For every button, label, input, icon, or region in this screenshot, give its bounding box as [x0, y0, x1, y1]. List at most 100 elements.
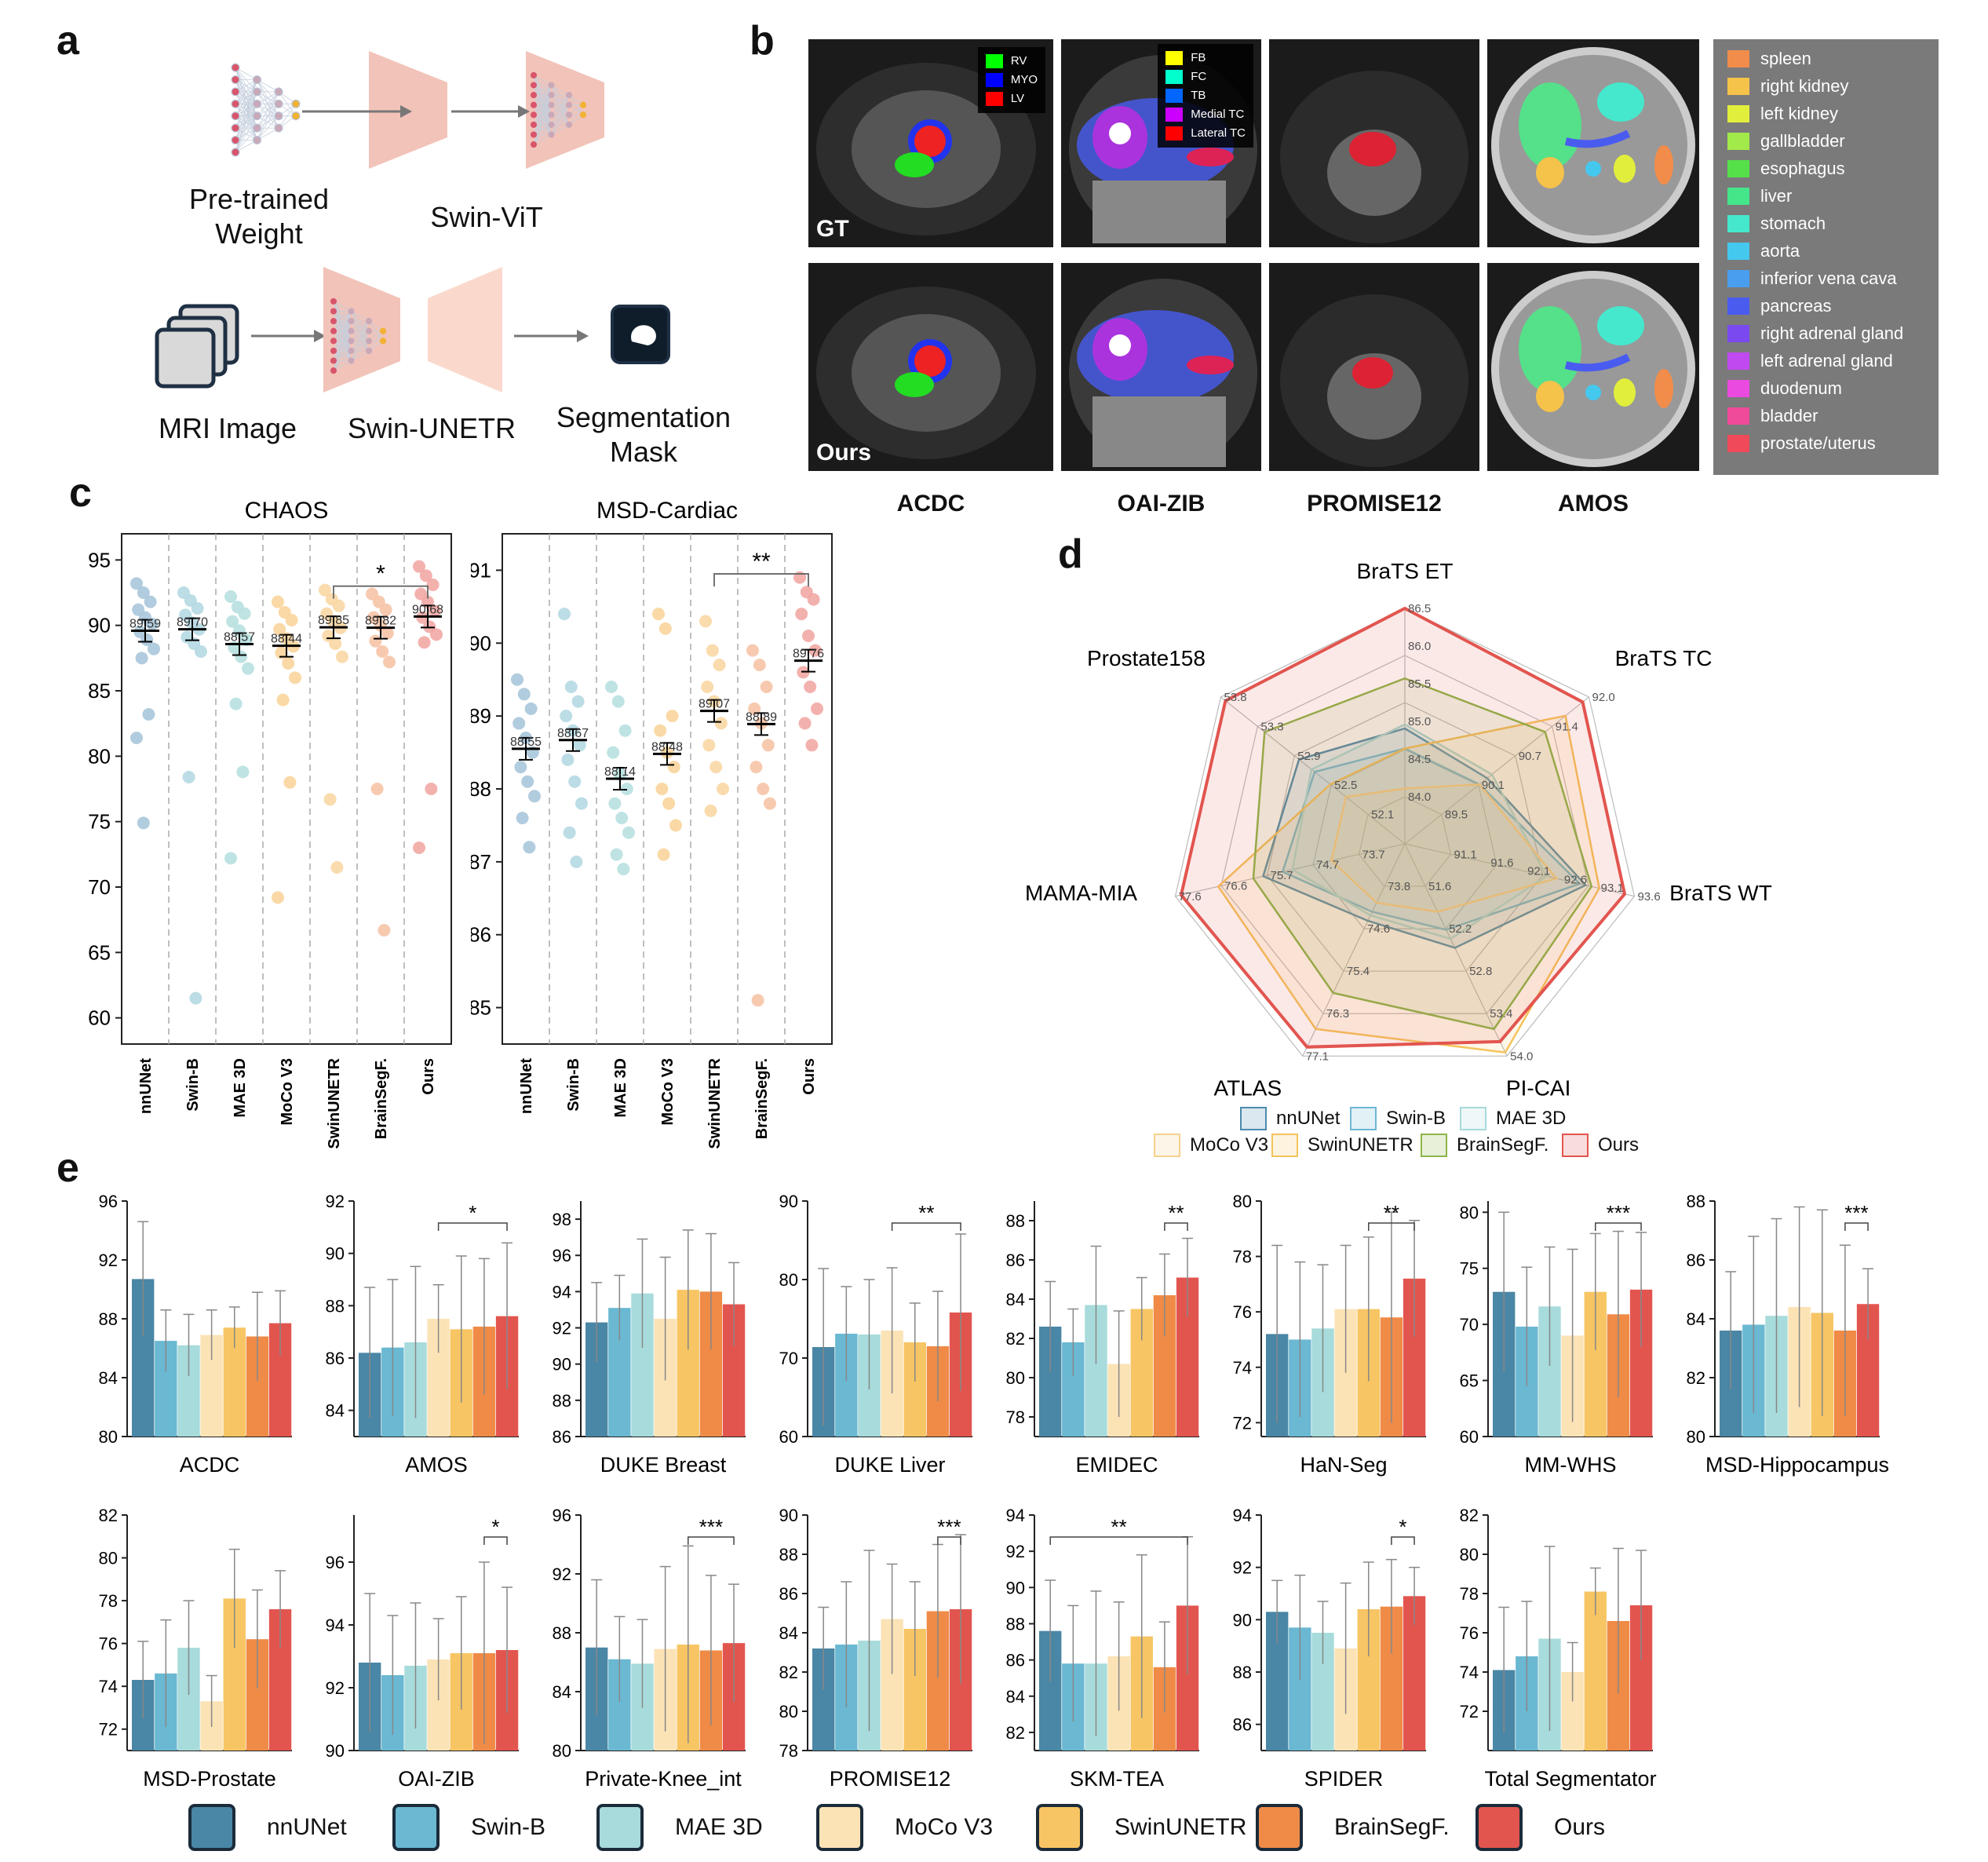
- legend-item: RV: [985, 52, 1038, 71]
- data-point: [750, 761, 763, 774]
- legend-label: MAE 3D: [1496, 1108, 1567, 1129]
- radar-tick-label: 52.2: [1449, 922, 1472, 936]
- legend-swatch: [1165, 70, 1184, 84]
- bar-legend-item: nnUNet: [188, 1804, 347, 1851]
- data-point: [428, 604, 441, 618]
- legend-swatch: [1727, 50, 1749, 68]
- acdc-legend: RV MYO LV: [977, 47, 1045, 113]
- x-tick-label: MAE 3D: [232, 1058, 249, 1118]
- y-tick-label: 86: [779, 1584, 798, 1604]
- y-tick-label: 96: [99, 1192, 118, 1211]
- data-point: [276, 693, 290, 706]
- y-tick-label: 88: [1233, 1663, 1252, 1682]
- swin-vit-label: Swin-ViT: [430, 201, 543, 233]
- y-tick-label: 70: [1460, 1315, 1479, 1334]
- legend-swatch: [1727, 243, 1749, 260]
- legend-label: LV: [1010, 92, 1025, 105]
- radar-spoke: [1404, 843, 1635, 897]
- radar-tick-label: 51.6: [1428, 880, 1451, 893]
- radar-tick-label: 89.5: [1445, 809, 1468, 822]
- significance-marker: ***: [937, 1515, 961, 1539]
- data-point: [236, 765, 250, 779]
- legend-label: MYO: [1010, 73, 1038, 86]
- bar-chart-title: HaN-Seg: [1300, 1453, 1387, 1477]
- radar-tick-label: 75.7: [1271, 869, 1293, 882]
- data-point: [418, 636, 431, 649]
- radar-axis-label: BraTS ET: [1357, 559, 1454, 583]
- radar-spoke: [1220, 696, 1406, 845]
- y-tick-label: 60: [88, 1006, 111, 1030]
- y-tick-label: 78: [1460, 1584, 1479, 1604]
- radar-tick-label: 76.6: [1224, 879, 1247, 893]
- mean-label: 90.68: [412, 603, 443, 616]
- bar-legend-item: SwinUNETR: [1036, 1804, 1246, 1851]
- x-tick-label: MoCo V3: [659, 1058, 677, 1126]
- y-tick-label: 86: [471, 923, 491, 947]
- y-tick-label: 88: [1006, 1614, 1025, 1634]
- x-tick-label: Ours: [420, 1058, 437, 1095]
- data-point: [513, 717, 526, 730]
- legend-swatch: [1727, 78, 1749, 95]
- pretrained-weight-label: Pre-trained Weight: [188, 183, 330, 250]
- data-point: [795, 608, 808, 621]
- data-point: [573, 739, 586, 752]
- data-point: [764, 797, 776, 810]
- bar-chart-title: AMOS: [405, 1453, 468, 1477]
- radar-tick-label: 85.0: [1408, 715, 1431, 728]
- legend-label: SwinUNETR: [1114, 1814, 1247, 1840]
- y-tick-label: 94: [553, 1282, 571, 1302]
- data-point: [608, 797, 622, 810]
- significance-bracket: [1049, 1536, 1188, 1545]
- radar-legend-item: nnUNet: [1240, 1107, 1340, 1130]
- y-tick-label: 80: [88, 744, 111, 768]
- legend-item: Medial TC: [1165, 105, 1246, 124]
- mri-image-stack-icon: [155, 304, 239, 389]
- bar-chart-title: SKM-TEA: [1070, 1767, 1164, 1791]
- legend-swatch: [1727, 160, 1749, 177]
- data-point: [701, 681, 714, 693]
- legend-label: MoCo V3: [1190, 1134, 1269, 1156]
- data-point: [702, 739, 716, 752]
- significance-marker: **: [1384, 1201, 1399, 1225]
- radar-tick-label: 52.5: [1334, 779, 1357, 792]
- data-point: [760, 681, 773, 693]
- x-tick-label: BrainSegF.: [753, 1058, 771, 1139]
- radar-tick-label: 73.8: [1388, 880, 1410, 893]
- legend-label: Ours: [1598, 1134, 1640, 1156]
- amos-legend-item: left adrenal gland: [1727, 351, 1893, 371]
- y-tick-label: 85: [88, 679, 111, 703]
- significance-bracket: [483, 1536, 508, 1545]
- oai-zib-gt-image: FB FC TB Medial TC Lateral TC: [1061, 39, 1261, 247]
- significance-bracket: [1391, 1536, 1415, 1545]
- y-tick-label: 96: [326, 1553, 345, 1572]
- data-point: [704, 804, 717, 817]
- data-point: [514, 761, 527, 774]
- y-tick-label: 80: [1460, 1203, 1479, 1222]
- significance-marker: **: [1168, 1201, 1184, 1225]
- chart-title: MSD-Cardiac: [596, 498, 738, 524]
- amos-legend-item: aorta: [1727, 241, 1800, 261]
- y-tick-label: 84: [99, 1368, 118, 1388]
- y-tick-label: 76: [1233, 1302, 1252, 1322]
- amos-legend: spleen right kidney left kidney gallbladder…: [1713, 39, 1939, 475]
- data-point: [381, 626, 394, 640]
- mean-label: 88.57: [224, 631, 255, 644]
- data-point: [148, 642, 160, 655]
- legend-label: left adrenal gland: [1760, 351, 1893, 371]
- data-point: [521, 775, 534, 788]
- legend-label: SwinUNETR: [1308, 1134, 1413, 1156]
- radar-tick-label: 76.3: [1326, 1007, 1349, 1020]
- legend-item: LV: [985, 89, 1038, 108]
- y-tick-label: 70: [779, 1349, 798, 1368]
- mean-label: 89.82: [365, 615, 396, 628]
- mri-image-label: MRI Image: [158, 412, 297, 444]
- y-tick-label: 92: [326, 1678, 345, 1698]
- y-tick-label: 80: [99, 1549, 118, 1568]
- y-tick-label: 80: [553, 1741, 571, 1761]
- chaos-dot-plot: CHAOS 60 65 70 75 80 85 90 95 89.59 nnUNet 89.70 Swi…: [88, 498, 452, 1149]
- significance-bracket: [688, 1536, 735, 1545]
- data-point: [666, 710, 679, 723]
- panel-b-images: GT RV MYO LV FB FC TB Medial TC Lateral TC Our…: [808, 39, 1939, 475]
- radar-legend-item: BrainSegF.: [1421, 1134, 1548, 1157]
- legend-swatch: [1165, 51, 1184, 65]
